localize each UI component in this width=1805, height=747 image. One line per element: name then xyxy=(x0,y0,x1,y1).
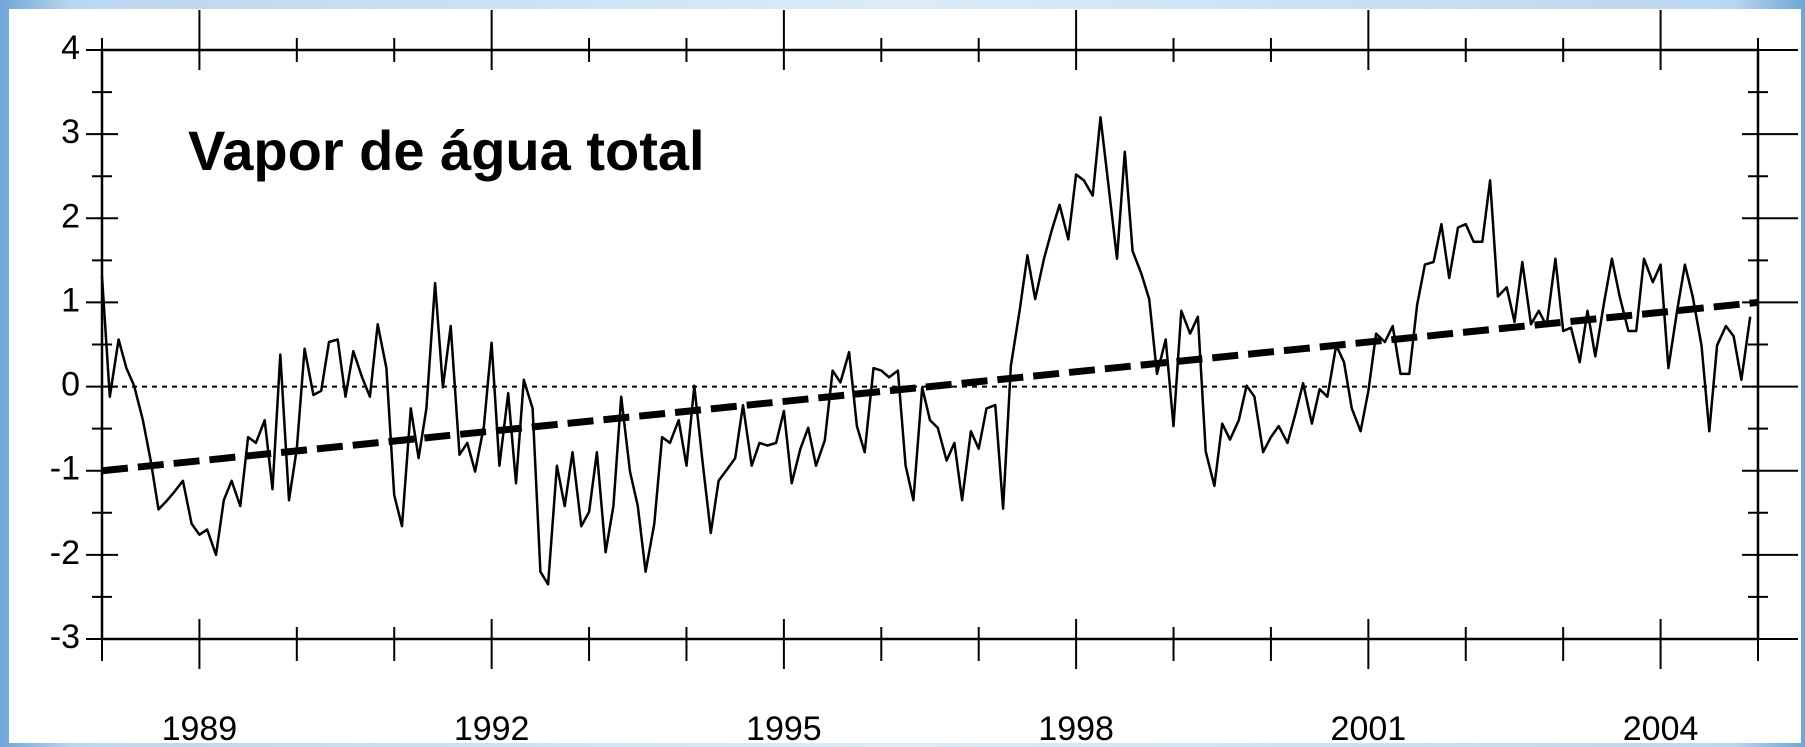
data-line xyxy=(100,116,1752,586)
x-tick-label: 2004 xyxy=(1623,710,1699,747)
y-tick-label: 0 xyxy=(61,366,80,404)
x-tick-label: 1992 xyxy=(454,710,530,747)
y-tick-label: 3 xyxy=(61,113,80,151)
x-tick-label: 1989 xyxy=(162,710,238,747)
y-tick-label: -2 xyxy=(50,534,80,572)
x-tick-label: 1998 xyxy=(1038,710,1114,747)
y-tick-label: 4 xyxy=(61,29,80,67)
y-tick-label: 1 xyxy=(61,281,80,319)
trend-line xyxy=(101,298,1759,475)
x-tick-label: 1995 xyxy=(746,710,822,747)
x-tick-label: 2001 xyxy=(1331,710,1407,747)
y-tick-label: -3 xyxy=(50,618,80,656)
y-tick-label: -1 xyxy=(50,450,80,488)
chart-background xyxy=(9,9,1801,743)
y-tick-label: 2 xyxy=(61,197,80,235)
chart-title: Vapor de água total xyxy=(188,119,705,182)
